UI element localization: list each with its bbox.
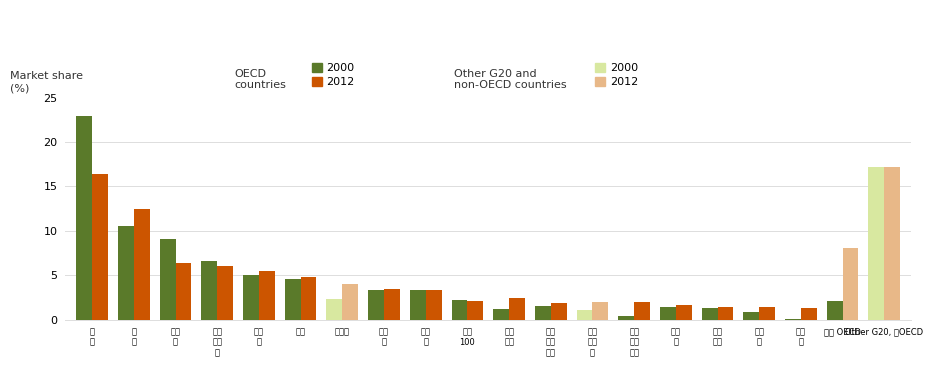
Bar [92, 174, 108, 320]
Bar [259, 271, 274, 320]
Bar [342, 284, 358, 320]
Bar [592, 302, 608, 320]
Bar [202, 261, 218, 320]
Bar [618, 316, 634, 320]
Bar [243, 275, 259, 320]
Bar [326, 300, 342, 320]
Bar [384, 289, 400, 320]
Text: OECD
countries: OECD countries [234, 69, 286, 90]
Bar [118, 225, 134, 320]
Bar [285, 279, 300, 320]
Text: Other G20 and
non-OECD countries: Other G20 and non-OECD countries [455, 69, 567, 90]
Bar [218, 266, 233, 320]
Bar [509, 298, 525, 320]
Bar [452, 300, 468, 320]
Bar [134, 209, 150, 320]
Bar [300, 277, 316, 320]
Bar [76, 116, 92, 320]
Bar [160, 239, 176, 320]
Bar [535, 307, 551, 320]
Bar [884, 167, 900, 320]
Bar [718, 307, 734, 320]
Bar [801, 308, 817, 320]
Bar [551, 303, 566, 320]
Bar [426, 289, 442, 320]
Bar [634, 302, 650, 320]
Legend: 2000, 2012: 2000, 2012 [595, 63, 638, 87]
Bar [660, 307, 676, 320]
Bar [176, 263, 192, 320]
Bar [827, 301, 843, 320]
Bar [493, 309, 509, 320]
Bar [759, 307, 775, 320]
Bar [869, 167, 884, 320]
Bar [743, 312, 759, 320]
Bar [785, 319, 801, 320]
Bar [676, 305, 692, 320]
Bar [368, 291, 384, 320]
Bar [410, 289, 426, 320]
Bar [577, 310, 592, 320]
Bar [468, 301, 484, 320]
Bar [843, 248, 858, 320]
Bar [702, 308, 718, 320]
Text: Market share
(%): Market share (%) [10, 71, 83, 93]
